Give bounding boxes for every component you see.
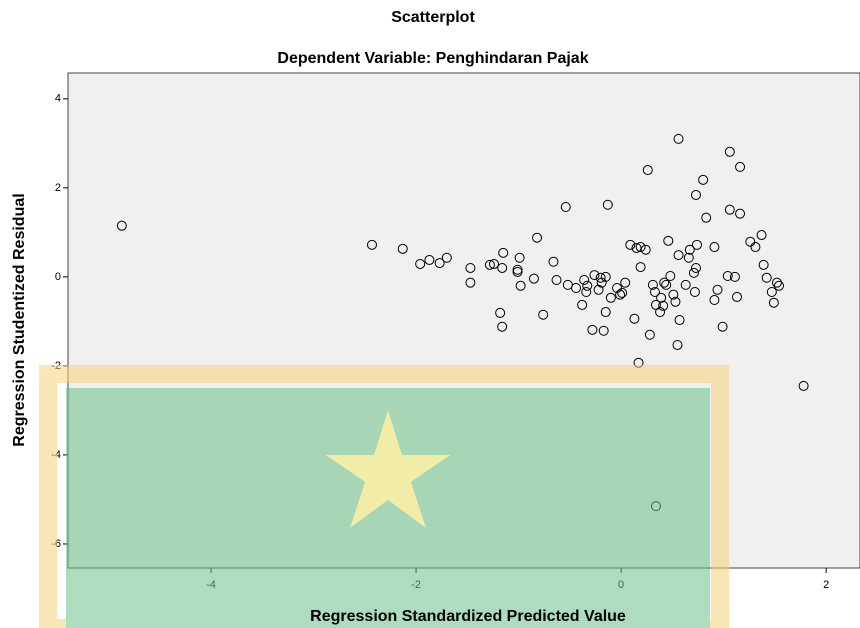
y-axis-label: Regression Studentized Residual: [11, 193, 28, 446]
y-tick-label: 2: [55, 182, 61, 194]
y-tick-label: 0: [55, 271, 61, 283]
chart: Scatterplot Dependent Variable: Penghind…: [0, 0, 860, 628]
chart-title: Scatterplot: [391, 9, 475, 26]
chart-subtitle: Dependent Variable: Penghindaran Pajak: [277, 50, 588, 67]
x-tick-label: 2: [823, 579, 829, 591]
x-axis-label: Regression Standardized Predicted Value: [310, 608, 626, 625]
watermark: [48, 374, 720, 628]
y-tick-label: 4: [55, 93, 61, 105]
